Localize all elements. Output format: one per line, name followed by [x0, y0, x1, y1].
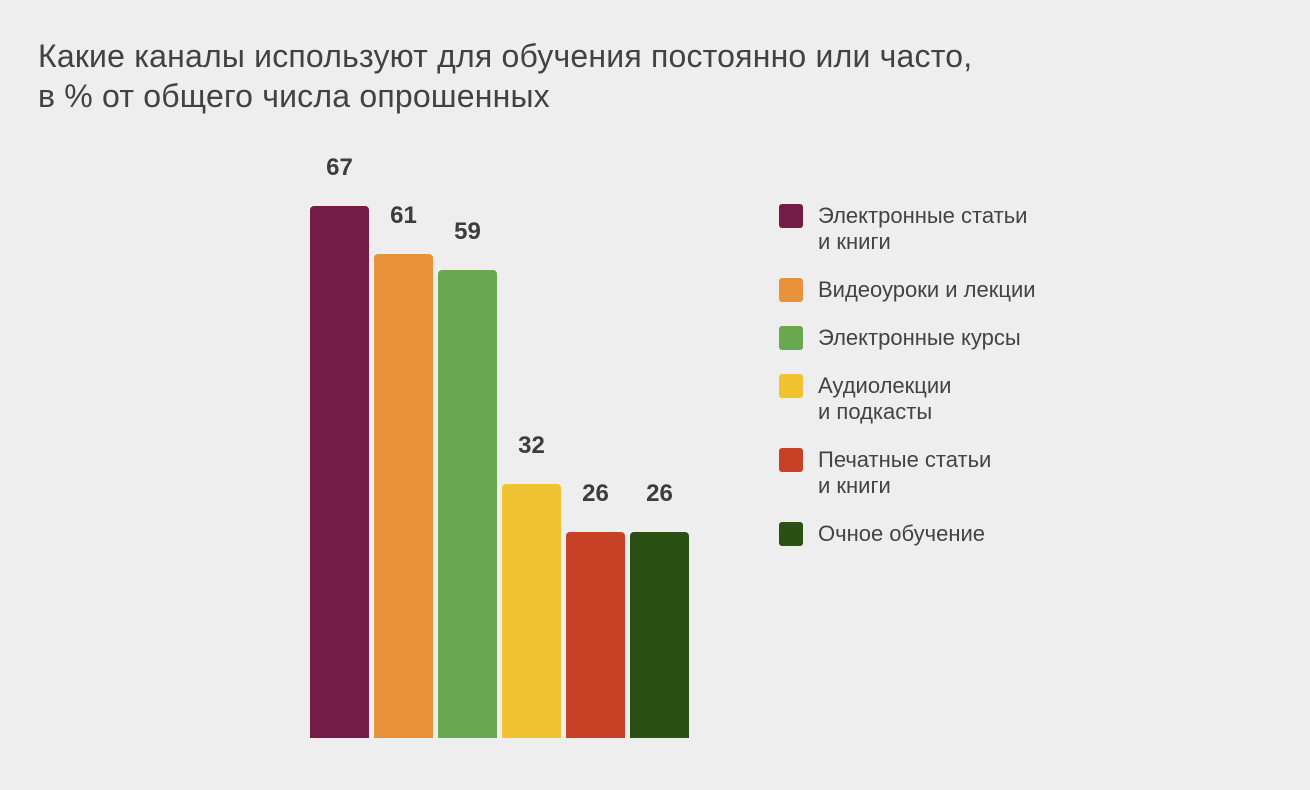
- legend-item-label: Видеоуроки и лекции: [818, 277, 1036, 303]
- bar-column-6: 26: [630, 480, 689, 738]
- bar-chart: 67 61 59 32 26 26: [310, 154, 689, 738]
- bar-column-3: 59: [438, 218, 497, 738]
- bar-value-label: 32: [518, 432, 545, 459]
- chart-title-line-1: Какие каналы используют для обучения пос…: [38, 38, 973, 74]
- legend: Электронные статьи и книги Видеоуроки и ле…: [779, 203, 1036, 547]
- bar-value-label: 26: [582, 480, 609, 507]
- legend-label-line: и подкасты: [818, 399, 933, 424]
- legend-item-2: Видеоуроки и лекции: [779, 277, 1036, 303]
- legend-swatch-icon: [779, 448, 803, 472]
- legend-label-line: Видеоуроки и лекции: [818, 277, 1036, 302]
- legend-item-label: Электронные статьи и книги: [818, 203, 1027, 255]
- legend-item-6: Очное обучение: [779, 521, 1036, 547]
- legend-label-line: Электронные курсы: [818, 325, 1021, 350]
- legend-label-line: Печатные статьи: [818, 447, 992, 472]
- bar-value-label: 26: [646, 480, 673, 507]
- legend-label-line: Аудиолекции: [818, 373, 952, 398]
- bar-column-4: 32: [502, 432, 561, 738]
- legend-label-line: и книги: [818, 473, 891, 498]
- bar-value-label: 59: [454, 218, 481, 245]
- bar-column-5: 26: [566, 480, 625, 738]
- legend-item-4: Аудиолекции и подкасты: [779, 373, 1036, 425]
- legend-swatch-icon: [779, 522, 803, 546]
- bar-value-label: 61: [390, 202, 417, 229]
- chart-title: Какие каналы используют для обучения пос…: [38, 36, 972, 116]
- legend-item-label: Печатные статьи и книги: [818, 447, 991, 499]
- legend-item-5: Печатные статьи и книги: [779, 447, 1036, 499]
- chart-title-line-2: в % от общего числа опрошенных: [38, 78, 550, 114]
- bar-column-2: 61: [374, 202, 433, 738]
- bar-value-label: 67: [326, 154, 353, 181]
- bar-5: [566, 532, 625, 738]
- bar-column-1: 67: [310, 154, 369, 738]
- legend-item-1: Электронные статьи и книги: [779, 203, 1036, 255]
- legend-label-line: Очное обучение: [818, 521, 986, 546]
- legend-label-line: Электронные статьи: [818, 203, 1028, 228]
- legend-item-3: Электронные курсы: [779, 325, 1036, 351]
- legend-swatch-icon: [779, 204, 803, 228]
- legend-swatch-icon: [779, 326, 803, 350]
- bar-4: [502, 484, 561, 738]
- legend-label-line: и книги: [818, 229, 891, 254]
- legend-swatch-icon: [779, 374, 803, 398]
- bar-3: [438, 270, 497, 738]
- legend-item-label: Электронные курсы: [818, 325, 1021, 351]
- legend-swatch-icon: [779, 278, 803, 302]
- legend-item-label: Аудиолекции и подкасты: [818, 373, 951, 425]
- legend-item-label: Очное обучение: [818, 521, 985, 547]
- bar-2: [374, 254, 433, 738]
- bar-1: [310, 206, 369, 738]
- bar-6: [630, 532, 689, 738]
